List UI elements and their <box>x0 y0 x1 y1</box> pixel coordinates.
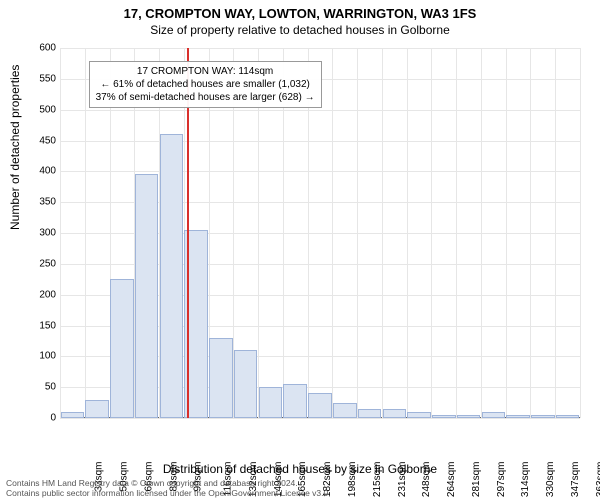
y-tick-label: 450 <box>26 135 56 146</box>
y-tick-label: 0 <box>26 413 56 424</box>
histogram-bar <box>283 384 307 418</box>
grid-line-v <box>555 48 556 418</box>
footer-line: Contains public sector information licen… <box>6 488 331 498</box>
y-axis-label: Number of detached properties <box>8 65 22 230</box>
grid-line-v <box>407 48 408 418</box>
y-tick-label: 100 <box>26 351 56 362</box>
y-tick-label: 300 <box>26 228 56 239</box>
grid-line-v <box>357 48 358 418</box>
chart-container: 17, CROMPTON WAY, LOWTON, WARRINGTON, WA… <box>0 0 600 500</box>
y-tick-label: 250 <box>26 258 56 269</box>
y-tick-label: 550 <box>26 73 56 84</box>
grid-line-v <box>332 48 333 418</box>
x-ticks: 33sqm50sqm66sqm83sqm99sqm116sqm132sqm149… <box>60 418 580 462</box>
histogram-bar <box>259 387 283 418</box>
annotation-line: 37% of semi-detached houses are larger (… <box>96 91 315 104</box>
grid-line-v <box>60 48 61 418</box>
footer-line: Contains HM Land Registry data © Crown c… <box>6 478 331 488</box>
grid-line-v <box>530 48 531 418</box>
histogram-bar <box>358 409 382 418</box>
y-tick-label: 350 <box>26 197 56 208</box>
x-axis-label: Distribution of detached houses by size … <box>0 462 600 476</box>
grid-line-v <box>382 48 383 418</box>
grid-line-v <box>506 48 507 418</box>
y-tick-label: 400 <box>26 166 56 177</box>
grid-line-h <box>60 48 580 49</box>
plot-area: 17 CROMPTON WAY: 114sqm ← 61% of detache… <box>60 48 580 418</box>
grid-line-v <box>580 48 581 418</box>
histogram-bar <box>333 403 357 418</box>
grid-line-v <box>431 48 432 418</box>
chart-title-main: 17, CROMPTON WAY, LOWTON, WARRINGTON, WA… <box>0 0 600 21</box>
grid-line-h <box>60 110 580 111</box>
y-tick-label: 150 <box>26 320 56 331</box>
histogram-bar <box>383 409 407 418</box>
annotation-box: 17 CROMPTON WAY: 114sqm ← 61% of detache… <box>89 61 322 108</box>
histogram-bar <box>135 174 159 418</box>
y-tick-label: 600 <box>26 43 56 54</box>
histogram-bar <box>85 400 109 419</box>
y-ticks: 050100150200250300350400450500550600 <box>26 48 58 418</box>
grid-line-v <box>481 48 482 418</box>
histogram-bar <box>209 338 233 418</box>
grid-line-v <box>85 48 86 418</box>
grid-line-h <box>60 141 580 142</box>
y-tick-label: 500 <box>26 104 56 115</box>
annotation-line: ← 61% of detached houses are smaller (1,… <box>96 78 315 91</box>
histogram-bar <box>110 279 134 418</box>
footer-attribution: Contains HM Land Registry data © Crown c… <box>6 478 331 498</box>
y-tick-label: 50 <box>26 382 56 393</box>
grid-line-h <box>60 171 580 172</box>
annotation-line: 17 CROMPTON WAY: 114sqm <box>96 65 315 78</box>
y-tick-label: 200 <box>26 289 56 300</box>
grid-line-v <box>456 48 457 418</box>
chart-title-sub: Size of property relative to detached ho… <box>0 21 600 37</box>
histogram-bar <box>160 134 184 418</box>
histogram-bar <box>234 350 258 418</box>
histogram-bar <box>308 393 332 418</box>
